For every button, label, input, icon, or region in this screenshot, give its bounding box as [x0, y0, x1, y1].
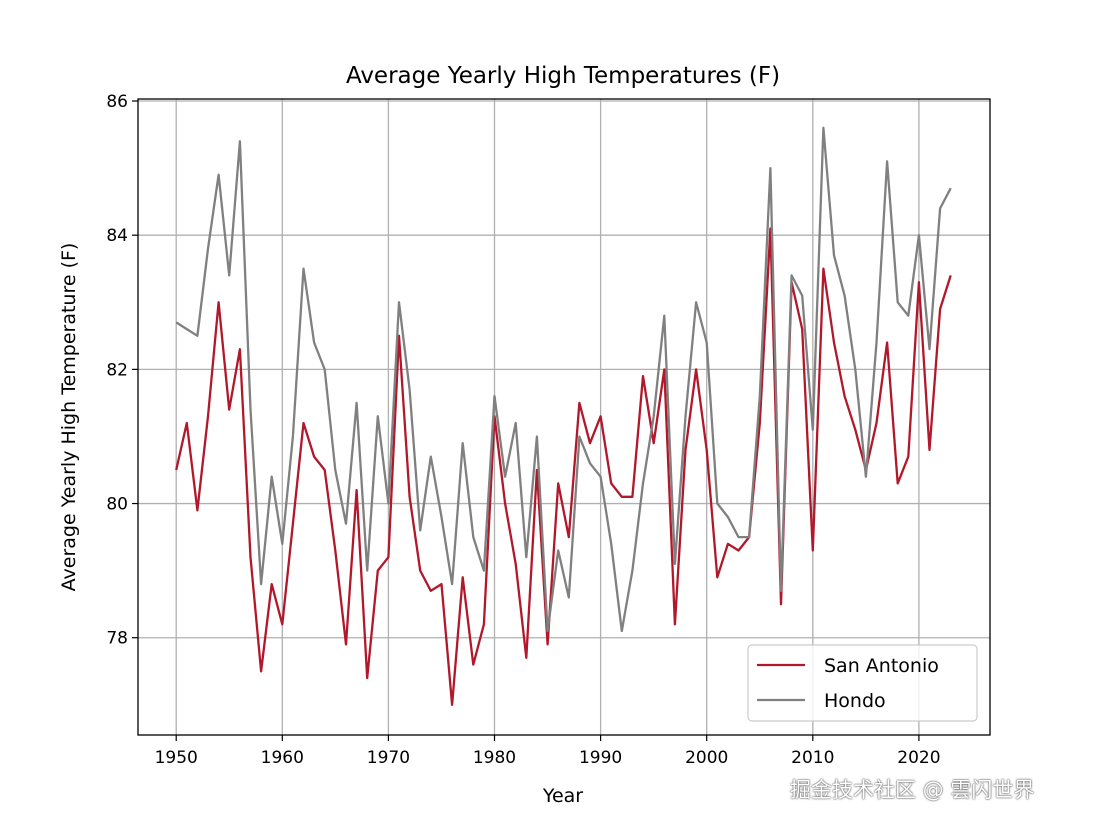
x-tick-label: 1950	[155, 748, 198, 768]
x-axis-label: Year	[542, 785, 583, 807]
x-tick-label: 1960	[261, 748, 304, 768]
series-line-san-antonio	[175, 227, 952, 706]
x-tick-label: 1970	[367, 748, 410, 768]
x-tick-label: 1990	[579, 748, 622, 768]
y-tick-label: 86	[106, 92, 128, 112]
x-tick-label: 2020	[897, 748, 940, 768]
legend-label: San Antonio	[824, 655, 939, 677]
x-tick-label: 2000	[685, 748, 728, 768]
y-tick-label: 84	[106, 226, 128, 246]
legend-box	[747, 644, 978, 722]
y-tick-label: 78	[106, 629, 128, 649]
y-tick-label: 82	[106, 360, 128, 380]
series-lines	[175, 126, 952, 706]
y-axis-label: Average Yearly High Temperature (F)	[58, 243, 80, 592]
plot-frame	[137, 98, 991, 736]
legend: San Antonio Hondo	[747, 644, 978, 722]
x-tick-label: 1980	[473, 748, 516, 768]
series-line-hondo	[175, 126, 952, 633]
ticks: 1950 1960 1970 1980 1990 2000 2010 2020 78 80 82 84…	[106, 92, 940, 768]
y-tick-label: 80	[106, 495, 128, 515]
watermark: 掘金技术社区 @ 雲闪世界	[790, 778, 1035, 802]
x-tick-label: 2010	[791, 748, 834, 768]
legend-label: Hondo	[824, 690, 886, 712]
chart-title: Average Yearly High Temperatures (F)	[346, 63, 780, 89]
